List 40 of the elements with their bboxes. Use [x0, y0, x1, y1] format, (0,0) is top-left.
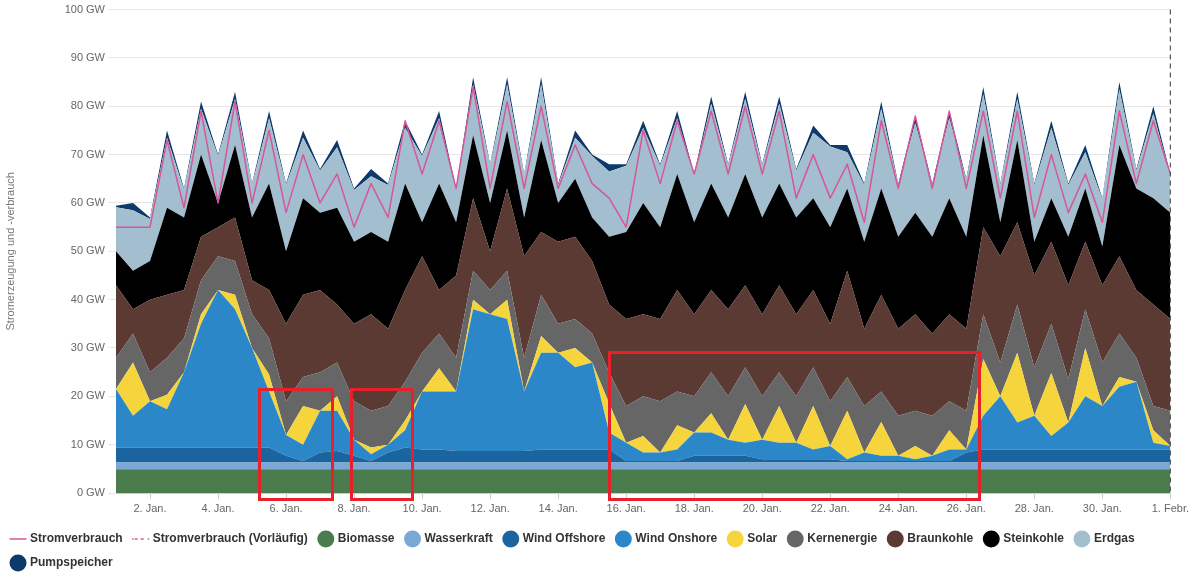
- x-tick-label: 20. Jan.: [742, 501, 782, 514]
- x-tick-label: 28. Jan.: [1014, 501, 1054, 514]
- legend-label: Pumpspeicher: [30, 555, 114, 570]
- legend-label: Wind Offshore: [522, 531, 606, 546]
- y-tick-label: 50 GW: [70, 244, 106, 257]
- y-tick-label: 100 GW: [64, 2, 106, 15]
- y-tick-label: 30 GW: [70, 341, 106, 354]
- x-tick-label: 8. Jan.: [337, 501, 371, 514]
- legend-label: Stromverbrauch: [30, 531, 123, 546]
- x-tick-label: 12. Jan.: [470, 501, 510, 514]
- legend-label: Stromverbrauch (Vorläufig): [152, 531, 308, 546]
- legend-label: Biomasse: [337, 531, 395, 546]
- x-tick-label: 24. Jan.: [878, 501, 918, 514]
- x-tick-label: 18. Jan.: [674, 501, 714, 514]
- x-tick-label: 6. Jan.: [269, 501, 303, 514]
- x-tick-label: 1. Febr.: [1151, 501, 1189, 514]
- x-tick-label: 4. Jan.: [201, 501, 235, 514]
- legend-label: Steinkohle: [1003, 531, 1065, 546]
- y-tick-label: 20 GW: [70, 389, 106, 402]
- y-tick-label: 70 GW: [70, 147, 106, 160]
- y-tick-label: 10 GW: [70, 437, 106, 450]
- legend-label: Braunkohle: [907, 531, 974, 546]
- y-tick-label: 40 GW: [70, 292, 106, 305]
- x-tick-label: 26. Jan.: [946, 501, 986, 514]
- legend-label: Erdgas: [1093, 531, 1135, 546]
- x-tick-label: 2. Jan.: [133, 501, 167, 514]
- x-tick-label: 14. Jan.: [538, 501, 578, 514]
- legend-label: Kernenergie: [807, 531, 878, 546]
- x-tick-label: 10. Jan.: [402, 501, 442, 514]
- y-tick-label: 80 GW: [70, 99, 106, 112]
- x-tick-label: 30. Jan.: [1082, 501, 1122, 514]
- x-tick-label: 16. Jan.: [606, 501, 646, 514]
- y-tick-label: 0 GW: [76, 486, 106, 499]
- legend-label: Wasserkraft: [424, 531, 493, 546]
- legend-label: Wind Onshore: [635, 531, 718, 546]
- legend-label: Solar: [747, 531, 778, 546]
- y-tick-label: 90 GW: [70, 50, 106, 63]
- y-axis-title: Stromerzeugung und -verbrauch: [3, 172, 16, 331]
- x-tick-label: 22. Jan.: [810, 501, 850, 514]
- y-tick-label: 60 GW: [70, 195, 106, 208]
